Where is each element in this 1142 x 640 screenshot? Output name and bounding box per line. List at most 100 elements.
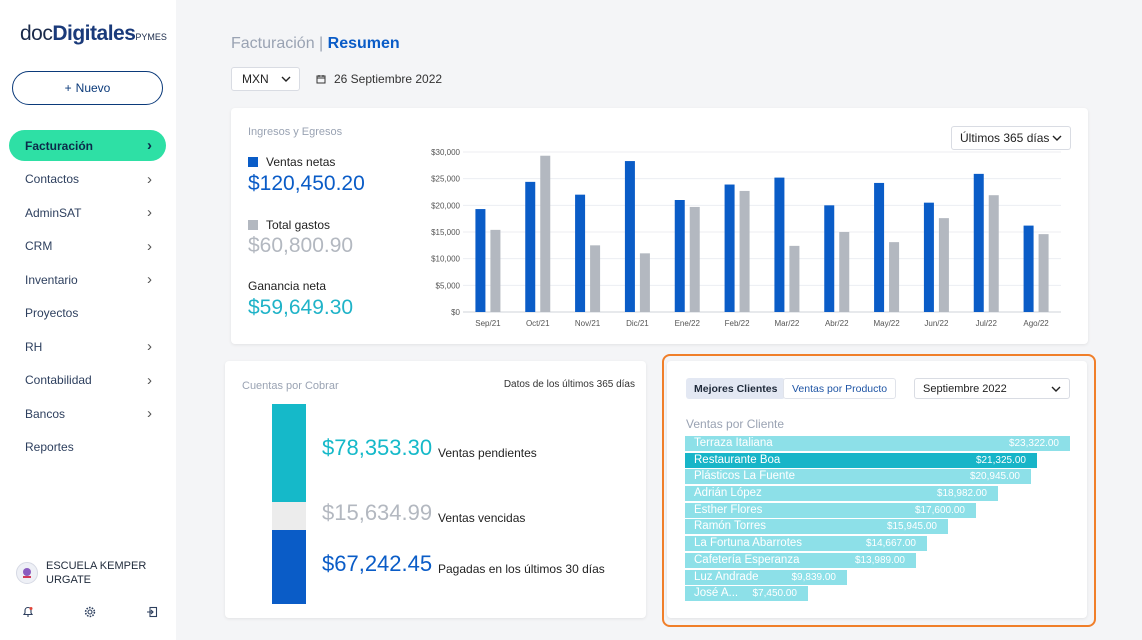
client-value: $13,989.00	[854, 554, 905, 566]
net-sales-bar[interactable]	[525, 181, 536, 312]
tab-sales-by-product[interactable]: Ventas por Producto	[783, 378, 897, 399]
expenses-bar[interactable]	[540, 155, 551, 312]
chevron-right-icon: ›	[147, 371, 152, 389]
y-tick-label: $5,000	[436, 281, 461, 290]
sidebar: docDigitalesPYMES + Nuevo Facturación › C…	[0, 0, 176, 640]
range-value: Últimos 365 días	[960, 131, 1050, 145]
gear-icon[interactable]	[82, 604, 98, 620]
sidebar-item-proyectos[interactable]: Proyectos	[9, 298, 166, 329]
income-expenses-chart: $0 $5,000 $10,000 $15,000 $20,000 $25,000 $30,…	[431, 148, 1061, 328]
chevron-right-icon: ›	[147, 170, 152, 188]
sidebar-item-reportes[interactable]: Reportes	[9, 432, 166, 463]
organization-switcher[interactable]: ESCUELA KEMPER URGATE	[16, 559, 156, 587]
organization-name: ESCUELA KEMPER URGATE	[46, 560, 147, 586]
month-select[interactable]: Septiembre 2022	[914, 378, 1070, 399]
expenses-bar[interactable]	[689, 206, 700, 312]
chevron-down-icon	[1052, 135, 1062, 141]
x-tick-label: Abr/22	[825, 319, 849, 328]
page-title: Facturación | Resumen	[231, 35, 400, 53]
sidebar-item-adminsat[interactable]: AdminSAT ›	[9, 197, 166, 228]
net-sales-bar[interactable]	[774, 177, 785, 312]
client-value: $7,450.00	[752, 588, 798, 600]
expenses-bar[interactable]	[988, 195, 999, 312]
sidebar-item-bancos[interactable]: Bancos ›	[9, 398, 166, 429]
tab-best-clients[interactable]: Mejores Clientes	[686, 378, 786, 399]
net-sales-value: $120,450.20	[248, 172, 365, 195]
client-bar[interactable]: José A... $7,450.00	[685, 586, 808, 602]
sidebar-item-inventario[interactable]: Inventario ›	[9, 264, 166, 295]
net-sales-bar[interactable]	[624, 161, 635, 312]
client-name: Restaurante Boa	[694, 453, 781, 466]
chevron-right-icon: ›	[147, 204, 152, 221]
overdue-segment	[272, 502, 306, 530]
expenses-bar[interactable]	[490, 229, 501, 312]
expenses-bar[interactable]	[739, 190, 750, 312]
client-bar[interactable]: Restaurante Boa $21,325.00	[685, 452, 1037, 468]
net-sales-bar[interactable]	[1023, 225, 1034, 312]
expenses-bar[interactable]	[889, 242, 900, 312]
net-sales-bar[interactable]	[575, 194, 586, 312]
net-sales-bar[interactable]	[475, 209, 486, 312]
sidebar-item-rh[interactable]: RH ›	[9, 331, 166, 362]
total-expenses-label-text: Total gastos	[266, 218, 331, 232]
brand-logo[interactable]: docDigitalesPYMES	[20, 22, 167, 46]
y-tick-label: $15,000	[431, 228, 460, 237]
sidebar-item-label: Facturación	[25, 138, 94, 153]
client-name: Terraza Italiana	[694, 437, 773, 449]
client-name: Ramón Torres	[694, 520, 767, 533]
expenses-bar[interactable]	[639, 253, 650, 312]
paid-amount: $67,242.45	[322, 551, 433, 576]
client-value: $14,667.00	[865, 538, 916, 550]
client-bar[interactable]: La Fortuna Abarrotes $14,667.00	[685, 536, 927, 552]
total-expenses-swatch	[248, 220, 258, 230]
new-button[interactable]: + Nuevo	[12, 71, 163, 105]
brand-pymes: PYMES	[135, 32, 167, 42]
client-bar[interactable]: Ramón Torres $15,945.00	[685, 519, 948, 535]
net-sales-bar[interactable]	[824, 205, 835, 312]
x-tick-label: May/22	[873, 319, 900, 328]
income-expenses-card: Ingresos y Egresos Ventas netas $120,450…	[231, 108, 1088, 344]
expenses-bar[interactable]	[839, 232, 850, 312]
pending-label: Ventas pendientes	[438, 446, 537, 460]
client-name: Plásticos La Fuente	[694, 470, 796, 483]
overdue-label: Ventas vencidas	[438, 511, 526, 525]
sidebar-item-crm[interactable]: CRM ›	[9, 231, 166, 262]
net-sales-bar[interactable]	[674, 200, 685, 312]
net-sales-bar[interactable]	[724, 184, 735, 312]
client-bar[interactable]: Plásticos La Fuente $20,945.00	[685, 469, 1031, 485]
net-sales-bar[interactable]	[923, 202, 934, 312]
chevron-down-icon	[281, 76, 291, 82]
expenses-bar[interactable]	[590, 245, 601, 312]
currency-select[interactable]: MXN	[231, 67, 300, 91]
pending-amount: $78,353.30	[322, 435, 433, 460]
logout-icon[interactable]	[144, 604, 160, 620]
date-value: 26 Septiembre 2022	[334, 72, 443, 86]
sidebar-footer-icons	[20, 604, 160, 620]
date-display[interactable]: 26 Septiembre 2022	[316, 72, 442, 86]
breadcrumb-section[interactable]: Facturación	[231, 35, 315, 52]
sidebar-item-contabilidad[interactable]: Contabilidad ›	[9, 365, 166, 396]
client-bar[interactable]: Adrián López $18,982.00	[685, 486, 998, 502]
range-select[interactable]: Últimos 365 días	[951, 126, 1071, 150]
sidebar-item-label: Proyectos	[25, 306, 79, 320]
net-sales-bar[interactable]	[973, 173, 984, 312]
client-bar[interactable]: Esther Flores $17,600.00	[685, 502, 976, 518]
net-sales-bar[interactable]	[874, 182, 885, 312]
paid-segment	[272, 530, 306, 604]
chevron-right-icon: ›	[147, 271, 152, 288]
x-tick-label: Oct/21	[526, 319, 550, 328]
expenses-bar[interactable]	[789, 245, 800, 312]
expenses-bar[interactable]	[938, 218, 949, 312]
sidebar-item-contactos[interactable]: Contactos ›	[9, 164, 166, 195]
expenses-bar[interactable]	[1038, 234, 1049, 312]
client-bar[interactable]: Luz Andrade $9,839.00	[685, 569, 847, 585]
calendar-icon	[316, 75, 326, 84]
client-bar[interactable]: Terraza Italiana $23,322.00	[685, 436, 1070, 451]
client-bar[interactable]: Cafetería Esperanza $13,989.00	[685, 552, 916, 568]
sidebar-item-label: Contactos	[25, 172, 80, 186]
sidebar-item-facturacion[interactable]: Facturación ›	[9, 130, 166, 161]
sidebar-item-label: CRM	[25, 239, 53, 253]
bell-icon[interactable]	[20, 604, 36, 620]
receivables-card: Cuentas por Cobrar Datos de los últimos …	[225, 361, 646, 618]
net-sales-swatch	[248, 157, 258, 167]
